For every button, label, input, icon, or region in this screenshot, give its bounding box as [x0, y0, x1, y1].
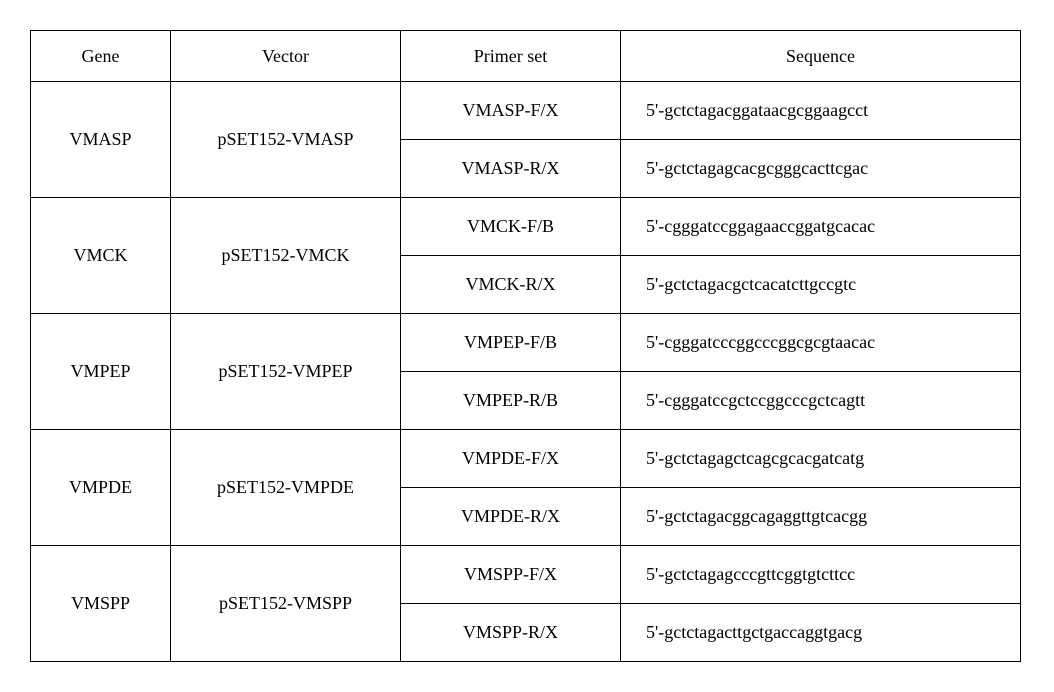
cell-primer: VMPEP-F/B [401, 314, 621, 372]
cell-seq: 5'-gctctagacggataacgcggaagcct [621, 82, 1021, 140]
cell-primer: VMSPP-R/X [401, 604, 621, 662]
primer-table: Gene Vector Primer set Sequence VMASP pS… [30, 30, 1021, 662]
cell-gene: VMASP [31, 82, 171, 198]
cell-primer: VMPDE-R/X [401, 488, 621, 546]
cell-seq: 5'-cgggatccggagaaccggatgcacac [621, 198, 1021, 256]
cell-gene: VMCK [31, 198, 171, 314]
cell-primer: VMPEP-R/B [401, 372, 621, 430]
table-row: VMPDE pSET152-VMPDE VMPDE-F/X 5'-gctctag… [31, 430, 1021, 488]
cell-seq: 5'-gctctagacggcagaggttgtcacgg [621, 488, 1021, 546]
cell-primer: VMASP-F/X [401, 82, 621, 140]
header-gene: Gene [31, 31, 171, 82]
cell-gene: VMSPP [31, 546, 171, 662]
primer-table-container: Gene Vector Primer set Sequence VMASP pS… [30, 30, 1054, 662]
table-row: VMSPP pSET152-VMSPP VMSPP-F/X 5'-gctctag… [31, 546, 1021, 604]
cell-seq: 5'-cgggatcccggcccggcgcgtaacac [621, 314, 1021, 372]
cell-vector: pSET152-VMSPP [171, 546, 401, 662]
cell-vector: pSET152-VMPEP [171, 314, 401, 430]
cell-vector: pSET152-VMCK [171, 198, 401, 314]
cell-primer: VMPDE-F/X [401, 430, 621, 488]
cell-gene: VMPEP [31, 314, 171, 430]
cell-seq: 5'-gctctagagctcagcgcacgatcatg [621, 430, 1021, 488]
cell-vector: pSET152-VMASP [171, 82, 401, 198]
table-row: VMCK pSET152-VMCK VMCK-F/B 5'-cgggatccgg… [31, 198, 1021, 256]
header-row: Gene Vector Primer set Sequence [31, 31, 1021, 82]
cell-seq: 5'-gctctagacgctcacatcttgccgtc [621, 256, 1021, 314]
cell-primer: VMCK-R/X [401, 256, 621, 314]
cell-seq: 5'-gctctagagcacgcgggcacttcgac [621, 140, 1021, 198]
cell-primer: VMCK-F/B [401, 198, 621, 256]
cell-seq: 5'-cgggatccgctccggcccgctcagtt [621, 372, 1021, 430]
header-vector: Vector [171, 31, 401, 82]
cell-primer: VMSPP-F/X [401, 546, 621, 604]
cell-seq: 5'-gctctagagcccgttcggtgtcttcc [621, 546, 1021, 604]
cell-vector: pSET152-VMPDE [171, 430, 401, 546]
cell-primer: VMASP-R/X [401, 140, 621, 198]
table-row: VMASP pSET152-VMASP VMASP-F/X 5'-gctctag… [31, 82, 1021, 140]
cell-seq: 5'-gctctagacttgctgaccaggtgacg [621, 604, 1021, 662]
table-row: VMPEP pSET152-VMPEP VMPEP-F/B 5'-cgggatc… [31, 314, 1021, 372]
header-primer: Primer set [401, 31, 621, 82]
header-seq: Sequence [621, 31, 1021, 82]
cell-gene: VMPDE [31, 430, 171, 546]
